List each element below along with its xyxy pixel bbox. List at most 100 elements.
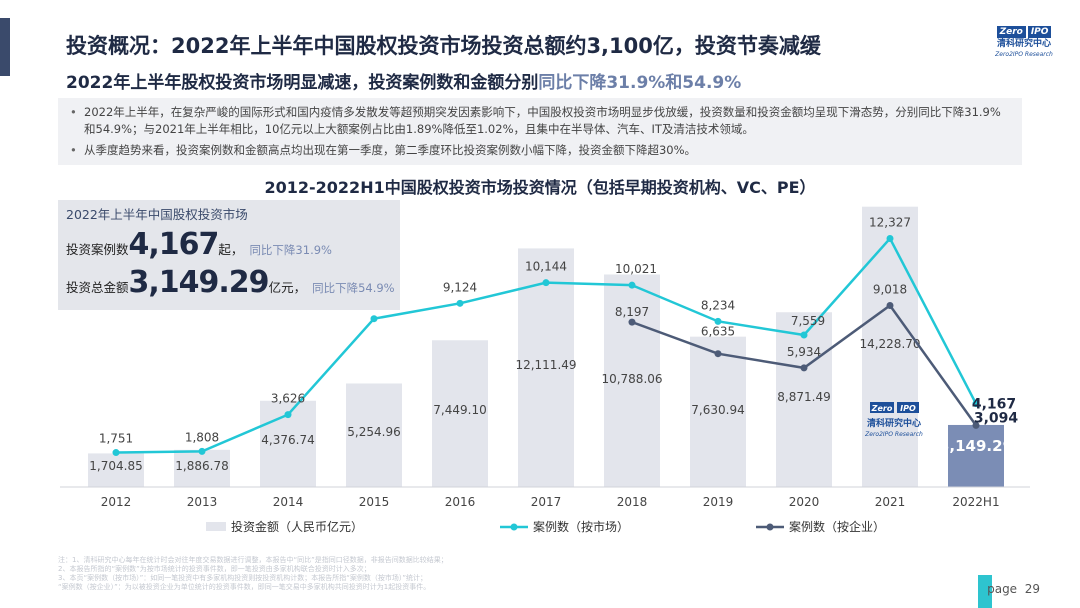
page-label: page bbox=[987, 582, 1018, 596]
bar-value-label: 3,149.29 bbox=[939, 437, 1013, 455]
bar bbox=[346, 383, 402, 487]
market-point bbox=[800, 331, 808, 339]
bar bbox=[690, 336, 746, 487]
bar-value-label: 12,111.49 bbox=[515, 358, 576, 372]
x-tick-label: 2015 bbox=[359, 495, 390, 509]
market-point bbox=[284, 411, 292, 419]
market-value-label: 8,234 bbox=[701, 298, 735, 312]
bar-value-label: 8,871.49 bbox=[777, 390, 830, 404]
logo-name-en: Zero2IPO Research bbox=[995, 51, 1053, 58]
logo-name-cn: 清科研究中心 bbox=[996, 39, 1051, 49]
page-number-value: 29 bbox=[1024, 582, 1040, 596]
page-accent-bar bbox=[978, 575, 992, 608]
market-point bbox=[714, 317, 722, 325]
kpi-cases-yoy: 同比下降31.9% bbox=[249, 243, 332, 257]
legend-label-amount: 投资金额（人民币亿元） bbox=[231, 519, 363, 534]
bar-value-label: 1,886.78 bbox=[175, 459, 228, 473]
market-point bbox=[456, 299, 464, 307]
x-tick-label: 2012 bbox=[101, 495, 132, 509]
kpi-cases-row: 投资案例数 4,167 起， 同比下降31.9% bbox=[66, 229, 392, 261]
bar bbox=[862, 206, 918, 487]
kpi-amount-label: 投资总金额 bbox=[66, 280, 129, 295]
market-point bbox=[972, 400, 980, 408]
watermark-badge-left bbox=[870, 402, 894, 413]
kpi-heading: 2022年上半年中国股权投资市场 bbox=[66, 207, 248, 222]
enterprise-value-label: 5,934 bbox=[787, 345, 821, 359]
x-tick-label: 2021 bbox=[875, 495, 906, 509]
watermark-name-cn: 清科研究中心 bbox=[867, 417, 921, 429]
market-point bbox=[112, 449, 120, 457]
bar-value-label: 7,630.94 bbox=[691, 403, 744, 417]
market-point bbox=[198, 447, 206, 455]
market-point bbox=[886, 235, 894, 243]
bar-value-label: 7,449.10 bbox=[433, 403, 486, 417]
x-tick-label: 2014 bbox=[273, 495, 304, 509]
footnote-line: “案例数（按企业）”：为以被投资企业为单位统计的投资事件数，即同一笔交易中多家机… bbox=[58, 583, 431, 591]
enterprise-value-label: 9,018 bbox=[873, 282, 907, 296]
legend-swatch-amount bbox=[206, 522, 226, 531]
summary-bullets: 2022年上半年，在复杂严峻的国际形式和国内疫情多发散发等超预期突发因素影响下，… bbox=[58, 98, 1022, 165]
enterprise-value-label: 6,635 bbox=[701, 325, 735, 339]
kpi-cases-label: 投资案例数 bbox=[66, 242, 129, 257]
market-point bbox=[370, 315, 378, 323]
bar-value-label: 10,788.06 bbox=[601, 372, 662, 386]
footnote: 注：1、清科研究中心每年在统计时会对往年度交易数据进行调整，本报告中“同比”是指… bbox=[58, 556, 918, 592]
footnote-line: 注：1、清科研究中心每年在统计时会对往年度交易数据进行调整，本报告中“同比”是指… bbox=[58, 556, 448, 564]
x-tick-label: 2016 bbox=[445, 495, 476, 509]
x-tick-label: 2017 bbox=[531, 495, 562, 509]
legend-label-market: 案例数（按市场） bbox=[533, 519, 629, 534]
market-value-label: 12,327 bbox=[869, 216, 911, 230]
x-tick-label: 2019 bbox=[703, 495, 734, 509]
bar-value-label: 1,704.85 bbox=[89, 459, 142, 473]
market-value-label: 10,144 bbox=[525, 260, 567, 274]
enterprise-point bbox=[628, 318, 636, 326]
page-number: page 29 bbox=[987, 582, 1040, 596]
bar bbox=[174, 449, 230, 487]
enterprise-point bbox=[972, 421, 980, 429]
logo-badge-right: IPO bbox=[1027, 26, 1052, 38]
page-subtitle: 2022年上半年股权投资市场明显减速，投资案例数和金额分别同比下降31.9%和5… bbox=[66, 68, 741, 93]
x-tick-label: 2013 bbox=[187, 495, 218, 509]
x-tick-label: 2022H1 bbox=[952, 495, 999, 509]
market-value-label: 1,751 bbox=[99, 432, 133, 446]
page-title: 投资概况：2022年上半年中国股权投资市场投资总额约3,100亿，投资节奏减缓 bbox=[66, 34, 821, 58]
market-value-label: 1,808 bbox=[185, 430, 219, 444]
bullet-item: 2022年上半年，在复杂严峻的国际形式和国内疫情多发散发等超预期突发因素影响下，… bbox=[68, 104, 1012, 138]
bar-value-label: 5,254.96 bbox=[347, 425, 400, 439]
market-value-label: 9,124 bbox=[443, 280, 477, 294]
enterprise-point bbox=[714, 350, 722, 358]
bar bbox=[604, 274, 660, 487]
logo-badge-left: Zero bbox=[996, 26, 1026, 38]
market-value-label: 4,167 bbox=[972, 397, 1016, 413]
bullet-item: 从季度趋势来看，投资案例数和金额高点均出现在第一季度，第二季度环比投资案例数小幅… bbox=[68, 142, 1012, 159]
logo-badge: Zero IPO bbox=[992, 26, 1056, 38]
kpi-summary-box: 2022年上半年中国股权投资市场 投资案例数 4,167 起， 同比下降31.9… bbox=[58, 200, 400, 310]
bar bbox=[776, 312, 832, 487]
bar-value-label: 14,228.70 bbox=[859, 337, 920, 351]
kpi-amount-yoy: 同比下降54.9% bbox=[312, 281, 395, 295]
legend-label-enterprise: 案例数（按企业） bbox=[789, 519, 885, 534]
watermark-badge-right bbox=[897, 402, 919, 413]
market-point bbox=[542, 279, 550, 287]
footnote-line: 2、本报告所指的“案例数”为按市场统计的投资事件数，即一笔投资由多家机构联合投资… bbox=[58, 565, 371, 573]
kpi-amount-value: 3,149.29 bbox=[128, 265, 270, 300]
footnote-line: 3、本页“案例数（按市场）”：如同一笔投资中有多家机构投资则按投资机构计数；本报… bbox=[58, 574, 427, 582]
legend-marker-market bbox=[510, 523, 518, 531]
legend-marker-enterprise bbox=[766, 523, 774, 531]
x-tick-label: 2020 bbox=[789, 495, 820, 509]
bar bbox=[432, 340, 488, 487]
market-point bbox=[628, 281, 636, 289]
chart-title: 2012-2022H1中国股权投资市场投资情况（包括早期投资机构、VC、PE） bbox=[264, 178, 816, 197]
x-tick-label: 2018 bbox=[617, 495, 648, 509]
enterprise-value-label: 8,197 bbox=[615, 305, 649, 319]
market-value-label: 10,021 bbox=[615, 262, 657, 276]
accent-bar bbox=[0, 18, 10, 76]
enterprise-value-label: 3,094 bbox=[974, 410, 1019, 426]
enterprise-point bbox=[800, 364, 808, 372]
market-value-label: 3,626 bbox=[271, 392, 305, 406]
kpi-cases-unit: 起， bbox=[218, 242, 244, 257]
watermark-name-en: Zero2IPO Research bbox=[864, 431, 923, 438]
market-value-label: 7,559 bbox=[791, 314, 825, 328]
watermark-badge-right-text: IPO bbox=[900, 404, 916, 413]
